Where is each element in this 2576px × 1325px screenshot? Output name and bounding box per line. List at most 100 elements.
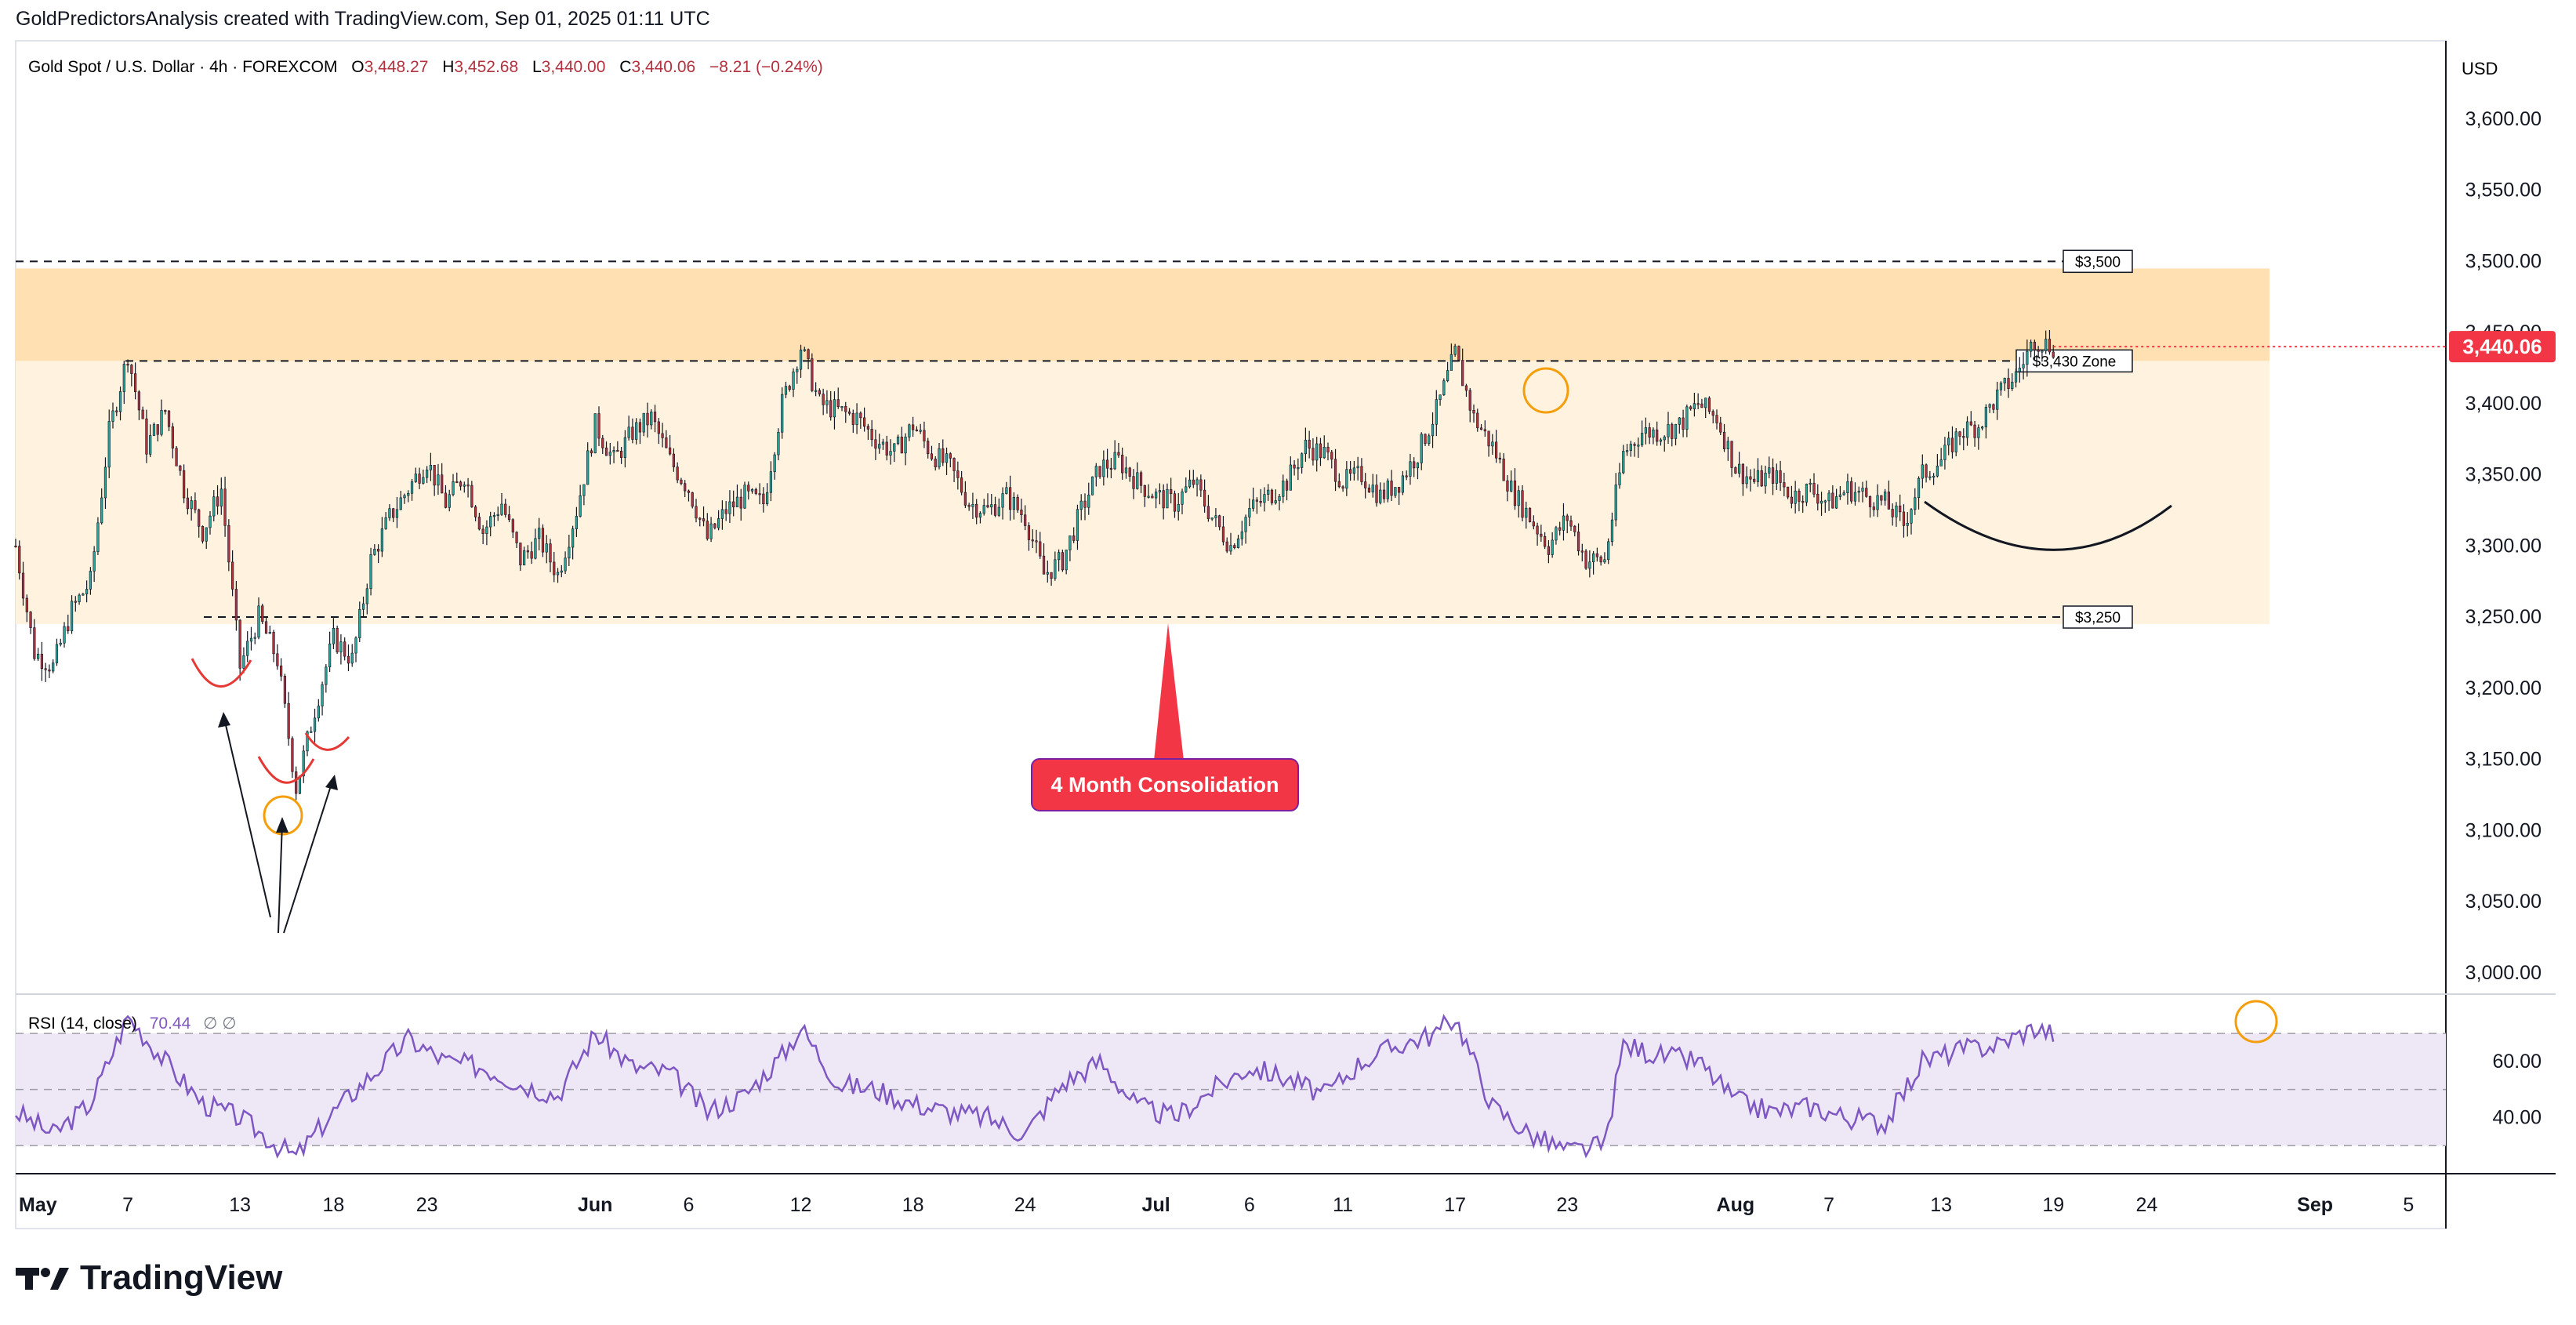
candle-body — [997, 506, 1000, 516]
candle-body — [1510, 480, 1513, 492]
candle-body — [1603, 559, 1606, 563]
candle-body — [33, 627, 36, 659]
candle-body — [1921, 464, 1924, 479]
candle-body — [1151, 496, 1154, 499]
candle-body — [650, 412, 653, 426]
candle-body — [538, 528, 541, 539]
time-axis[interactable]: May 7 13 18 23 Jun 6 12 18 24 Jul 6 11 17 23 Aug 7 13 19 24… — [19, 1194, 2414, 1216]
candle-body — [586, 450, 590, 485]
candle-body — [1439, 394, 1442, 401]
candle-body — [346, 655, 350, 664]
candle-body — [1386, 481, 1389, 499]
candle-body — [758, 493, 761, 496]
candle-body — [384, 517, 387, 529]
candle-body — [1233, 545, 1236, 548]
candle-body — [1274, 500, 1277, 503]
candle-body — [638, 422, 642, 433]
candle-body — [1102, 459, 1105, 477]
candle-body — [280, 665, 283, 677]
candle-body — [1775, 470, 1778, 484]
candle-body — [1270, 489, 1274, 503]
candle-body — [1667, 424, 1670, 437]
candle-body — [1282, 481, 1285, 497]
candle-body — [646, 412, 649, 426]
candle-body — [863, 417, 866, 427]
candle-body — [373, 549, 376, 555]
price-tick-label: 3,500.00 — [2465, 250, 2542, 272]
candle-body — [1629, 444, 1632, 451]
candle-body — [422, 477, 425, 484]
tradingview-logo[interactable]: TradingView — [16, 1254, 282, 1301]
candle-body — [1375, 485, 1378, 503]
candle-body — [1143, 485, 1146, 497]
candle-body — [295, 771, 298, 794]
candle-body — [1973, 424, 1976, 438]
candle-body — [1409, 461, 1412, 477]
candle-body — [1308, 439, 1311, 448]
candle-body — [209, 515, 212, 528]
candle-body — [1090, 476, 1094, 496]
candle-body — [579, 495, 582, 517]
candle-body — [164, 410, 167, 412]
rsi-tick-label: 60.00 — [2492, 1051, 2542, 1073]
candle-body — [388, 508, 391, 518]
candle-body — [1210, 517, 1214, 520]
time-tick-label: 6 — [684, 1194, 695, 1216]
candle-body — [982, 505, 985, 514]
candle-body — [870, 429, 873, 441]
candle-body — [496, 514, 499, 517]
candle-body — [186, 497, 189, 510]
candle-body — [1173, 493, 1177, 512]
candle-body — [111, 410, 114, 422]
candle-body — [1068, 535, 1072, 550]
candle-body — [1024, 514, 1027, 526]
candle-body — [1495, 441, 1498, 459]
candle-body — [1540, 533, 1543, 537]
candle-body — [1016, 496, 1019, 510]
candle-body — [220, 488, 223, 506]
candle-body — [40, 653, 43, 670]
candle-body — [1610, 519, 1614, 543]
rsi-legend-value: 70.44 — [150, 1015, 191, 1033]
candle-body — [732, 501, 735, 507]
candle-body — [1562, 515, 1566, 531]
candle-body — [426, 470, 429, 478]
candle-body — [930, 453, 934, 459]
rsi-axis[interactable]: 40.00 60.00 — [2492, 1051, 2542, 1129]
candle-body — [134, 373, 137, 393]
candle-body — [1812, 482, 1816, 495]
candle-body — [635, 422, 638, 440]
candle-body — [1367, 488, 1371, 493]
candle-body — [661, 433, 664, 438]
candle-body — [1633, 444, 1636, 446]
candle-body — [859, 412, 862, 419]
candle-body — [766, 492, 769, 504]
candle-body — [152, 424, 156, 436]
candle-body — [1416, 463, 1420, 469]
candle-body — [507, 514, 511, 521]
candle-body — [1132, 476, 1135, 489]
candle-body — [1079, 500, 1083, 510]
candle-body — [1906, 522, 1909, 526]
candle-body — [1506, 480, 1509, 492]
candle-body — [1289, 464, 1292, 491]
candle-body — [1379, 489, 1382, 503]
candle-body — [231, 561, 234, 590]
candle-body — [1113, 452, 1116, 470]
candle-body — [452, 481, 455, 496]
candle-body — [1188, 479, 1192, 488]
price-axis[interactable]: 3,000.00 3,050.00 3,100.00 3,150.00 3,200.00… — [2465, 108, 2542, 984]
candle-body — [1689, 406, 1693, 409]
arrow-head-3 — [325, 775, 338, 790]
arrow-line-1 — [223, 714, 271, 918]
candle-body — [1517, 490, 1520, 506]
candle-body — [100, 497, 103, 524]
candle-body — [1838, 494, 1841, 497]
candle-body — [986, 505, 989, 508]
level-label: $3,430 Zone — [2033, 354, 2117, 370]
candle-body — [1360, 466, 1363, 482]
candle-body — [1147, 496, 1150, 498]
high-value: 3,452.68 — [454, 58, 518, 76]
candle-body — [2033, 342, 2036, 350]
